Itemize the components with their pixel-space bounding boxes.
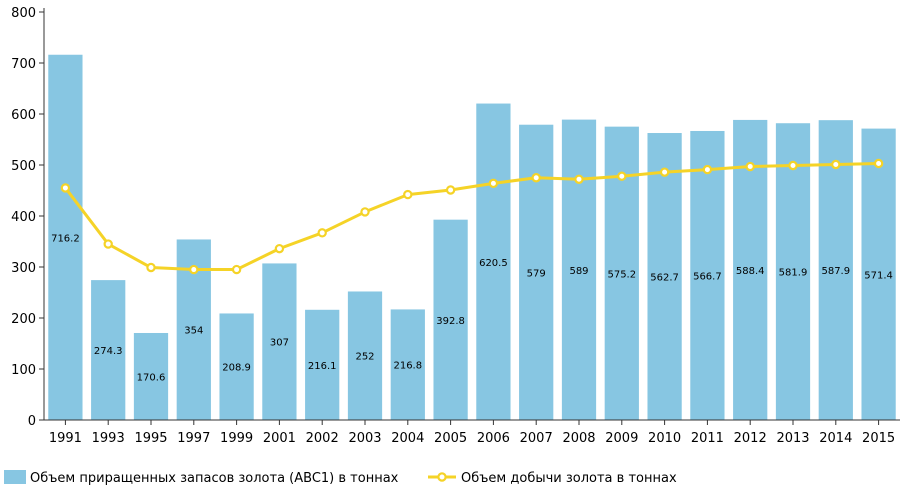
line-point <box>531 173 541 183</box>
line-point <box>360 207 370 217</box>
bar <box>133 332 169 420</box>
y-tick-label: 200 <box>11 312 36 327</box>
y-tick-label: 600 <box>11 108 36 123</box>
x-tick-label: 2010 <box>648 431 681 446</box>
line-point <box>488 178 499 189</box>
line-point <box>60 183 71 193</box>
y-tick-label: 400 <box>11 210 36 225</box>
bar-data-label: 562.7 <box>650 273 679 284</box>
line-point <box>231 264 242 275</box>
legend-label-bars: Объем приращенных запасов золота (ABC1) … <box>30 471 399 486</box>
line-point <box>617 171 627 181</box>
bar-data-label: 354 <box>184 326 203 337</box>
bar <box>305 309 340 420</box>
bar <box>690 130 725 421</box>
bar <box>433 219 468 420</box>
x-tick-label: 2015 <box>862 431 895 446</box>
bar-data-label: 307 <box>270 338 289 349</box>
line-point <box>445 185 456 195</box>
bar <box>775 123 811 420</box>
bar-labels-layer: 716.2 274.3 170.6 354 208.9 307 216.1 252 216.8 3… <box>51 233 893 383</box>
bar-data-label: 216.8 <box>393 361 422 372</box>
bar-data-label: 392.8 <box>436 316 465 327</box>
line-layer <box>60 158 884 275</box>
bar-data-label: 566.7 <box>693 271 722 282</box>
bar-data-label: 588.4 <box>736 266 765 277</box>
x-tick-label: 1999 <box>220 431 253 446</box>
y-tick-label: 800 <box>11 6 36 21</box>
y-tick-label: 700 <box>11 57 36 72</box>
bar-data-label: 252 <box>355 352 374 363</box>
line-series <box>63 161 881 272</box>
bar <box>347 291 383 420</box>
legend-swatch-point <box>437 472 447 482</box>
bar <box>861 128 896 420</box>
line-point <box>702 164 713 175</box>
x-tick-label: 2009 <box>605 431 638 446</box>
y-tick-label: 0 <box>28 414 36 429</box>
line-point <box>873 158 884 169</box>
bar-data-label: 170.6 <box>137 373 166 384</box>
line-point <box>317 228 327 238</box>
bar-data-label: 589 <box>569 266 588 277</box>
x-tick-label: 2007 <box>520 431 553 446</box>
line-point <box>788 160 798 171</box>
bar <box>818 120 853 421</box>
x-tick-label: 2005 <box>434 431 467 446</box>
x-tick-label: 2006 <box>477 431 510 446</box>
line-point <box>403 189 413 200</box>
x-tick-label: 2001 <box>263 431 296 446</box>
legend: Объем приращенных запасов золота (ABC1) … <box>4 470 677 486</box>
bar-data-label: 716.2 <box>51 233 80 244</box>
bar <box>219 313 254 420</box>
line-point <box>745 161 755 172</box>
bar-data-label: 575.2 <box>607 269 636 280</box>
x-tick-label: 2003 <box>348 431 381 446</box>
x-tick-label: 2002 <box>306 431 339 446</box>
x-tick-label: 2012 <box>734 431 767 446</box>
bar <box>91 280 126 420</box>
x-tick-label: 2004 <box>391 431 424 446</box>
bars-layer <box>48 54 896 421</box>
bar-data-label: 581.9 <box>779 268 808 279</box>
x-tick-label: 1993 <box>92 431 125 446</box>
bar-data-label: 274.3 <box>94 346 123 357</box>
bar-data-label: 208.9 <box>222 363 251 374</box>
bar <box>561 119 597 421</box>
line-point <box>574 174 584 184</box>
bar <box>476 103 511 421</box>
x-tick-label: 2011 <box>691 431 724 446</box>
line-point <box>103 239 113 249</box>
bar-data-label: 216.1 <box>308 361 337 372</box>
x-tick-label: 1997 <box>177 431 210 446</box>
legend-label-line: Объем добычи золота в тоннах <box>461 471 677 486</box>
x-tick-label: 2008 <box>562 431 595 446</box>
line-point <box>831 159 841 170</box>
line-point <box>659 167 670 177</box>
bar <box>647 133 682 420</box>
bar-data-label: 587.9 <box>821 266 850 277</box>
line-point <box>189 264 199 275</box>
bar <box>48 54 83 421</box>
line-point <box>146 262 156 273</box>
y-tick-label: 500 <box>11 159 36 174</box>
bar-data-label: 571.4 <box>864 270 893 281</box>
x-tick-label: 2014 <box>819 431 852 446</box>
bar <box>390 309 425 420</box>
line-point <box>274 243 285 254</box>
bar <box>262 263 297 420</box>
x-tick-label: 1991 <box>49 431 82 446</box>
bar-data-label: 579 <box>527 268 546 279</box>
axis-layer: 0 100 200 300 400 500 600 700 800 1991 1993 1995 199… <box>11 6 900 446</box>
legend-swatch-bars <box>4 470 26 484</box>
bar-data-label: 620.5 <box>479 258 508 269</box>
y-tick-label: 100 <box>11 363 36 378</box>
x-tick-label: 1995 <box>134 431 167 446</box>
y-tick-label: 300 <box>11 261 36 276</box>
x-tick-label: 2013 <box>776 431 809 446</box>
